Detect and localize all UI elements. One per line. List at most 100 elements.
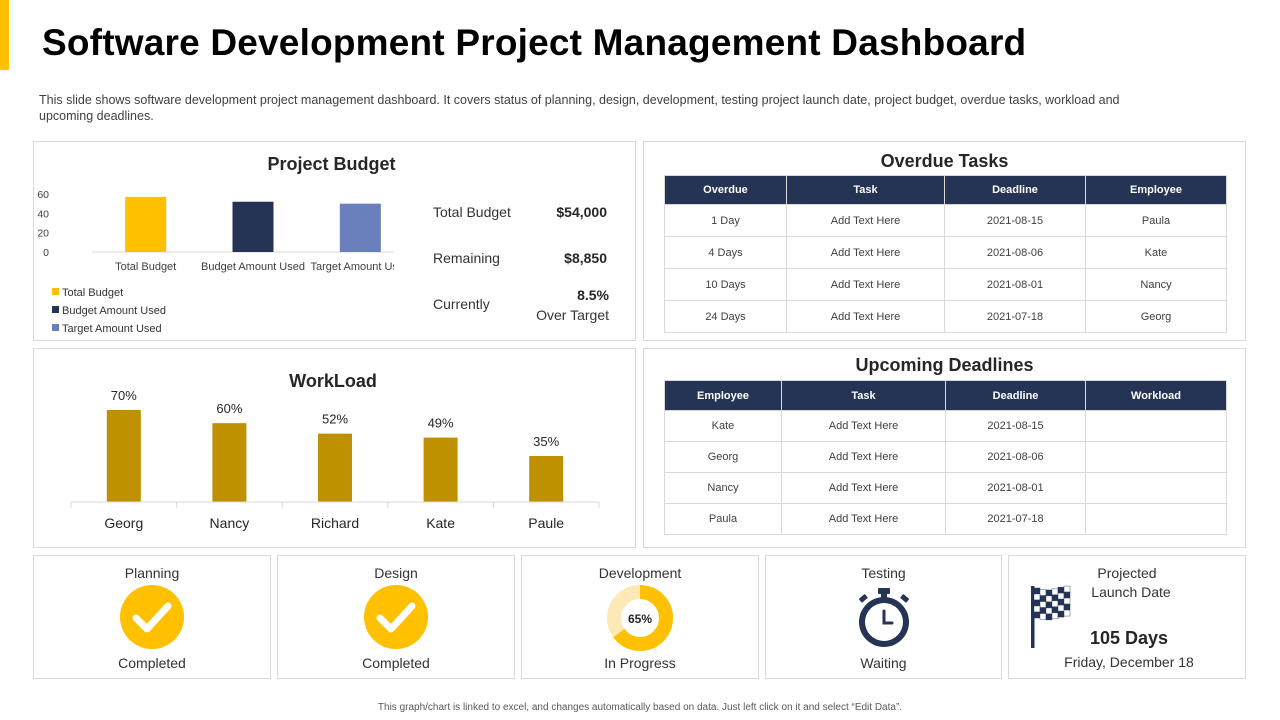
overdue-tasks-title: Overdue Tasks bbox=[880, 151, 1009, 171]
table-row: Kate Add Text Here 2021-08-15 bbox=[664, 410, 1227, 442]
workload-bar bbox=[423, 437, 458, 502]
table-cell: 2021-07-18 bbox=[945, 503, 1086, 535]
development-card: Development 65% In Progress bbox=[521, 555, 759, 679]
flag-check-square bbox=[1033, 593, 1041, 601]
workload-value-label: 60% bbox=[216, 401, 242, 416]
launch-date-card: Projected Launch Date 105 Days Friday, D… bbox=[1008, 555, 1246, 679]
donut-percent-label: 65% bbox=[628, 612, 652, 626]
donut-progress bbox=[607, 585, 673, 651]
accent-bar bbox=[0, 0, 9, 70]
table-cell: Nancy bbox=[664, 472, 782, 504]
table-cell: Kate bbox=[664, 410, 782, 442]
flag-check-square bbox=[1057, 586, 1065, 594]
budget-currently-value: 8.5% bbox=[577, 287, 609, 303]
flag-check-square bbox=[1033, 611, 1041, 619]
flag-check-square bbox=[1057, 598, 1065, 606]
planning-card: Planning Completed bbox=[33, 555, 271, 679]
flag-check-square bbox=[1057, 610, 1065, 618]
flag-check-square bbox=[1051, 606, 1059, 614]
budget-total-label: Total Budget bbox=[433, 204, 511, 220]
flag-check-square bbox=[1039, 613, 1047, 620]
table-cell: Add Text Here bbox=[786, 204, 945, 237]
table-cell: 4 Days bbox=[664, 236, 787, 269]
workload-value-label: 70% bbox=[111, 388, 137, 403]
table-cell: 2021-08-01 bbox=[944, 268, 1086, 301]
flag-check-square bbox=[1057, 604, 1065, 612]
table-row: Nancy Add Text Here 2021-08-01 bbox=[664, 472, 1227, 504]
budget-currently-label: Currently bbox=[433, 296, 490, 312]
table-header-row: Employee Task Deadline Workload bbox=[664, 380, 1227, 411]
workload-chart: 70% 60% 52% 49% 35% Georg Nancy Richard Kate Pau… bbox=[70, 388, 600, 531]
flag-check-square bbox=[1051, 588, 1059, 596]
footnote: This graph/chart is linked to excel, and… bbox=[377, 702, 903, 713]
column-header: Task bbox=[786, 175, 945, 205]
project-budget-chart: 0 20 40 60 Total Budget Budget Amount Used Ta… bbox=[37, 189, 394, 273]
legend-label: Target Amount Used bbox=[62, 323, 162, 335]
y-tick-label: 60 bbox=[37, 189, 49, 201]
y-tick-label: 20 bbox=[37, 228, 49, 240]
table-cell: 2021-08-15 bbox=[945, 410, 1086, 442]
budget-remaining-label: Remaining bbox=[433, 250, 500, 266]
table-cell: Georg bbox=[664, 441, 782, 473]
stopwatch-icon bbox=[859, 588, 909, 647]
development-title: Development bbox=[598, 565, 682, 581]
table-cell: 2021-08-06 bbox=[944, 236, 1086, 269]
budget-total-value: $54,000 bbox=[556, 204, 607, 220]
budget-bar bbox=[232, 201, 274, 252]
flag-check-square bbox=[1057, 592, 1065, 600]
design-card: Design Completed bbox=[277, 555, 515, 679]
table-header-row: Overdue Task Deadline Employee bbox=[664, 175, 1227, 205]
upcoming-deadlines-table: Employee Task Deadline Workload Kate Add… bbox=[664, 380, 1227, 535]
table-cell: Add Text Here bbox=[781, 410, 946, 442]
table-cell: 1 Day bbox=[664, 204, 787, 237]
table-cell: Add Text Here bbox=[781, 441, 946, 473]
checkered-flag-icon bbox=[1031, 585, 1071, 648]
flag-check-square bbox=[1045, 601, 1053, 609]
table-cell: Paula bbox=[664, 503, 782, 535]
workload-value-label: 52% bbox=[322, 412, 348, 427]
planning-state: Completed bbox=[118, 655, 186, 671]
workload-panel: WorkLoad 70% 60% 52% 49% 35% Georg Nancy Richa… bbox=[33, 348, 636, 548]
flag-check-square bbox=[1045, 589, 1053, 597]
check-circle-icon bbox=[120, 585, 184, 649]
testing-card: Testing Waiting bbox=[765, 555, 1002, 679]
workload-category-label: Kate bbox=[426, 515, 455, 531]
development-state: In Progress bbox=[604, 655, 676, 671]
budget-bar bbox=[125, 196, 167, 252]
legend-swatch-yellow bbox=[52, 288, 59, 295]
workload-value-label: 49% bbox=[428, 416, 454, 431]
flag-check-square bbox=[1033, 605, 1041, 613]
table-cell: 2021-08-06 bbox=[945, 441, 1086, 473]
table-cell: 2021-08-01 bbox=[945, 472, 1086, 504]
page-title: Software Development Project Management … bbox=[42, 22, 1027, 63]
column-header: Employee bbox=[664, 380, 782, 411]
workload-bar bbox=[318, 433, 352, 502]
flag-check-square bbox=[1051, 600, 1059, 608]
table-cell bbox=[1085, 441, 1227, 473]
column-header: Deadline bbox=[944, 175, 1086, 205]
planning-title: Planning bbox=[124, 565, 180, 581]
x-category-label: Target Amount Used bbox=[310, 261, 394, 273]
legend-label: Total Budget bbox=[62, 287, 124, 299]
budget-currently-sub: Over Target bbox=[536, 307, 609, 323]
workload-bar bbox=[212, 423, 247, 502]
column-header: Overdue bbox=[664, 175, 787, 205]
flag-check-square bbox=[1063, 603, 1071, 611]
launch-days: 105 Days bbox=[1089, 628, 1169, 648]
column-header: Workload bbox=[1085, 380, 1227, 411]
table-row: 10 Days Add Text Here 2021-08-01 Nancy bbox=[664, 268, 1227, 301]
workload-category-label: Paule bbox=[528, 515, 564, 531]
x-category-label: Budget Amount Used bbox=[201, 261, 305, 273]
workload-category-label: Georg bbox=[104, 515, 143, 531]
workload-value-label: 35% bbox=[533, 434, 559, 449]
table-cell: Georg bbox=[1085, 300, 1227, 333]
design-state: Completed bbox=[362, 655, 430, 671]
table-row: Paula Add Text Here 2021-07-18 bbox=[664, 503, 1227, 535]
y-tick-label: 0 bbox=[43, 247, 49, 259]
table-cell bbox=[1085, 410, 1227, 442]
table-row: 1 Day Add Text Here 2021-08-15 Paula bbox=[664, 204, 1227, 237]
upcoming-deadlines-title: Upcoming Deadlines bbox=[855, 355, 1034, 375]
workload-bar bbox=[106, 410, 141, 502]
design-title: Design bbox=[374, 565, 418, 581]
flag-check-square bbox=[1045, 595, 1053, 603]
